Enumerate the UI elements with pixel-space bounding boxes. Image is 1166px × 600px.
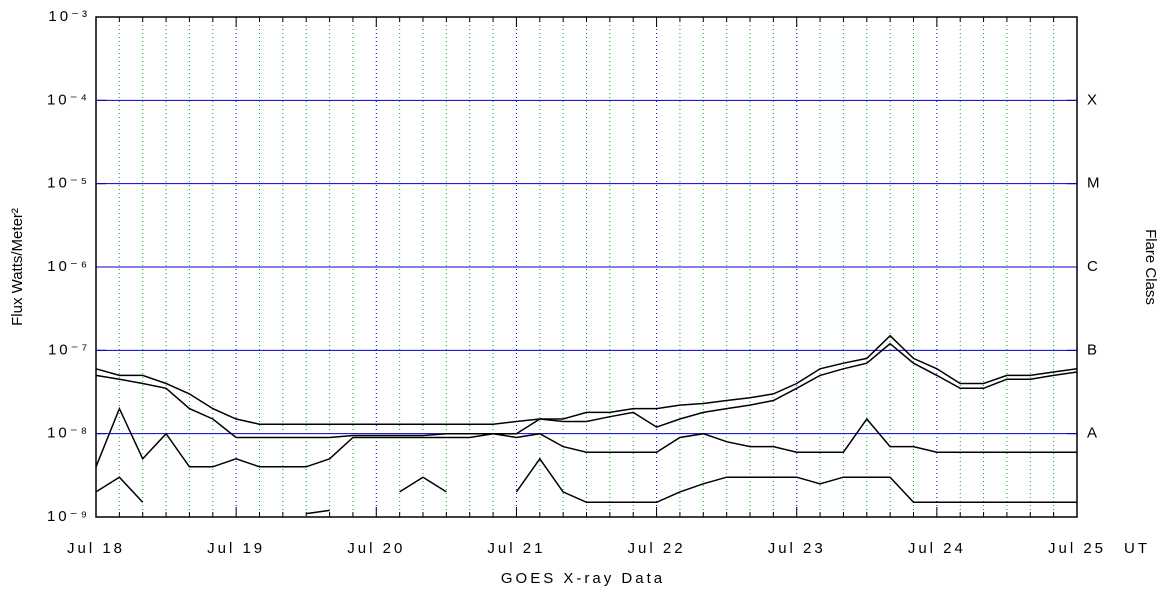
y-tick-label: 10⁻⁶: [47, 258, 90, 275]
y2-axis-label: Flare Class: [1142, 229, 1159, 305]
x-tick-label: Jul 20: [347, 540, 405, 557]
x-tick-label: Jul 23: [768, 540, 826, 557]
y-tick-label: 10⁻⁸: [47, 425, 90, 442]
y-tick-label: 10⁻⁹: [47, 508, 90, 525]
y-tick-label: 10⁻⁵: [47, 175, 90, 192]
series-line: [95, 334, 1078, 425]
x-tick-label: Jul 24: [908, 540, 966, 557]
series-line: [399, 476, 447, 493]
x-tick-label: Jul 21: [487, 540, 545, 557]
series-line: [515, 457, 1077, 504]
series-line: [95, 406, 1077, 468]
x-tick-label: Jul 25: [1048, 540, 1106, 557]
y-tick-label: 10⁻³: [48, 8, 90, 25]
y2-tick-label: X: [1087, 91, 1097, 108]
y2-tick-label: C: [1087, 258, 1098, 275]
chart-title: GOES X-ray Data: [501, 570, 665, 587]
x-tick-label: Jul 19: [207, 540, 265, 557]
plot-frame: [95, 16, 1078, 518]
series-line: [95, 342, 1078, 439]
y2-tick-label: B: [1087, 341, 1097, 358]
x-tick-label: Jul 22: [628, 540, 686, 557]
y2-tick-label: M: [1087, 175, 1100, 192]
y-axis-label: Flux Watts/Meter²: [9, 208, 26, 326]
series-line: [95, 476, 144, 503]
x-tick-label: Jul 18: [67, 540, 125, 557]
y-tick-label: 10⁻⁷: [48, 341, 90, 358]
x-axis-label: UT: [1124, 540, 1150, 557]
y2-tick-label: A: [1087, 425, 1097, 442]
y-tick-label: 10⁻⁴: [47, 91, 90, 108]
series-line: [306, 509, 330, 515]
